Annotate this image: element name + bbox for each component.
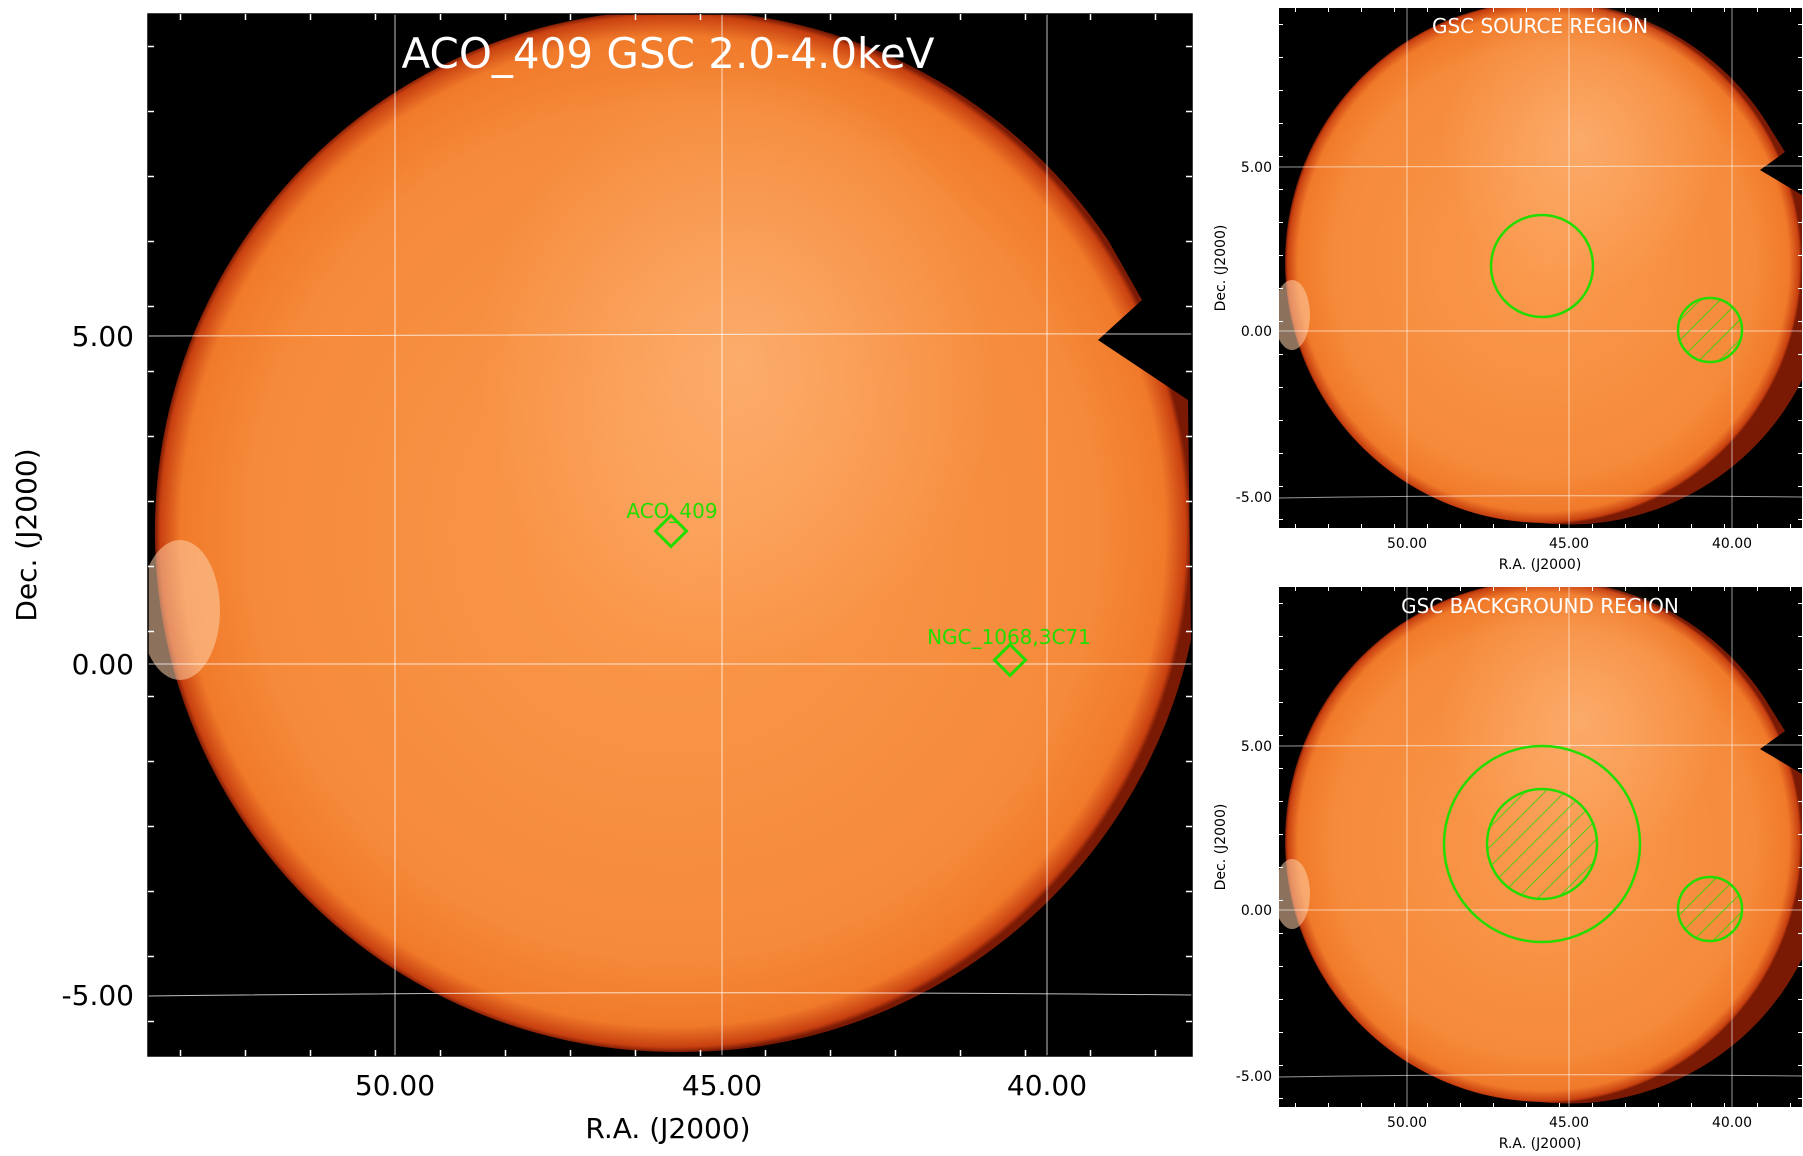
background-region-panel: GSC BACKGROUND REGION 50.00 45.00 40.00 … — [1213, 587, 1802, 1152]
source-ytick-m5: -5.00 — [1236, 490, 1272, 506]
source-ylabel: Dec. (J2000) — [1213, 225, 1229, 312]
main-title: ACO_409 GSC 2.0-4.0keV — [402, 29, 935, 78]
background-axis-ticks — [1279, 587, 1802, 1107]
background-annulus-outer — [1442, 744, 1642, 944]
main-panel: ACO_409 NGC_1068,3C71 ACO_409 GSC 2.0-4.… — [10, 13, 1193, 1145]
source-xtick-40: 40.00 — [1712, 536, 1752, 552]
main-ytick-5: 5.00 — [72, 320, 134, 353]
source-xtick-50: 50.00 — [1387, 536, 1427, 552]
source-ytick-0: 0.00 — [1241, 324, 1272, 340]
main-grid — [148, 14, 1192, 1056]
source-xlabel: R.A. (J2000) — [1499, 557, 1582, 573]
main-xtick-45: 45.00 — [682, 1069, 762, 1102]
main-axes-border — [147, 13, 1193, 1057]
source-region-circle — [1489, 213, 1595, 319]
main-edge-glow — [148, 540, 220, 680]
background-excluded-circle — [1676, 875, 1744, 943]
main-cluster-glow — [480, 60, 1000, 660]
background-xtick-45: 45.00 — [1549, 1115, 1589, 1131]
ngc1068-marker — [992, 642, 1028, 678]
source-excluded-circle — [1676, 296, 1744, 364]
background-xtick-50: 50.00 — [1387, 1115, 1427, 1131]
background-xtick-40: 40.00 — [1712, 1115, 1752, 1131]
background-ytick-m5: -5.00 — [1236, 1069, 1272, 1085]
source-xtick-45: 45.00 — [1549, 536, 1589, 552]
main-axis-ticks — [148, 14, 1192, 1056]
background-ylabel: Dec. (J2000) — [1213, 804, 1229, 891]
source-panel-title: GSC SOURCE REGION — [1432, 14, 1648, 38]
aco409-label: ACO_409 — [626, 499, 717, 523]
background-xlabel: R.A. (J2000) — [1499, 1136, 1582, 1152]
source-ytick-5: 5.00 — [1241, 160, 1272, 176]
main-ytick-0: 0.00 — [72, 648, 134, 681]
main-xtick-50: 50.00 — [355, 1069, 435, 1102]
main-xtick-40: 40.00 — [1007, 1069, 1087, 1102]
background-ytick-5: 5.00 — [1241, 739, 1272, 755]
background-ytick-0: 0.00 — [1241, 903, 1272, 919]
source-region-panel: GSC SOURCE REGION 50.00 45.00 40.00 5.00… — [1213, 8, 1802, 573]
ngc1068-label: NGC_1068,3C71 — [927, 625, 1091, 649]
background-panel-title: GSC BACKGROUND REGION — [1401, 594, 1679, 618]
main-ytick-m5: -5.00 — [62, 979, 134, 1012]
aco409-marker — [653, 513, 689, 549]
main-xlabel: R.A. (J2000) — [585, 1112, 750, 1145]
main-ylabel: Dec. (J2000) — [10, 448, 43, 621]
background-annulus-inner — [1485, 787, 1599, 901]
source-axis-ticks — [1279, 8, 1802, 528]
